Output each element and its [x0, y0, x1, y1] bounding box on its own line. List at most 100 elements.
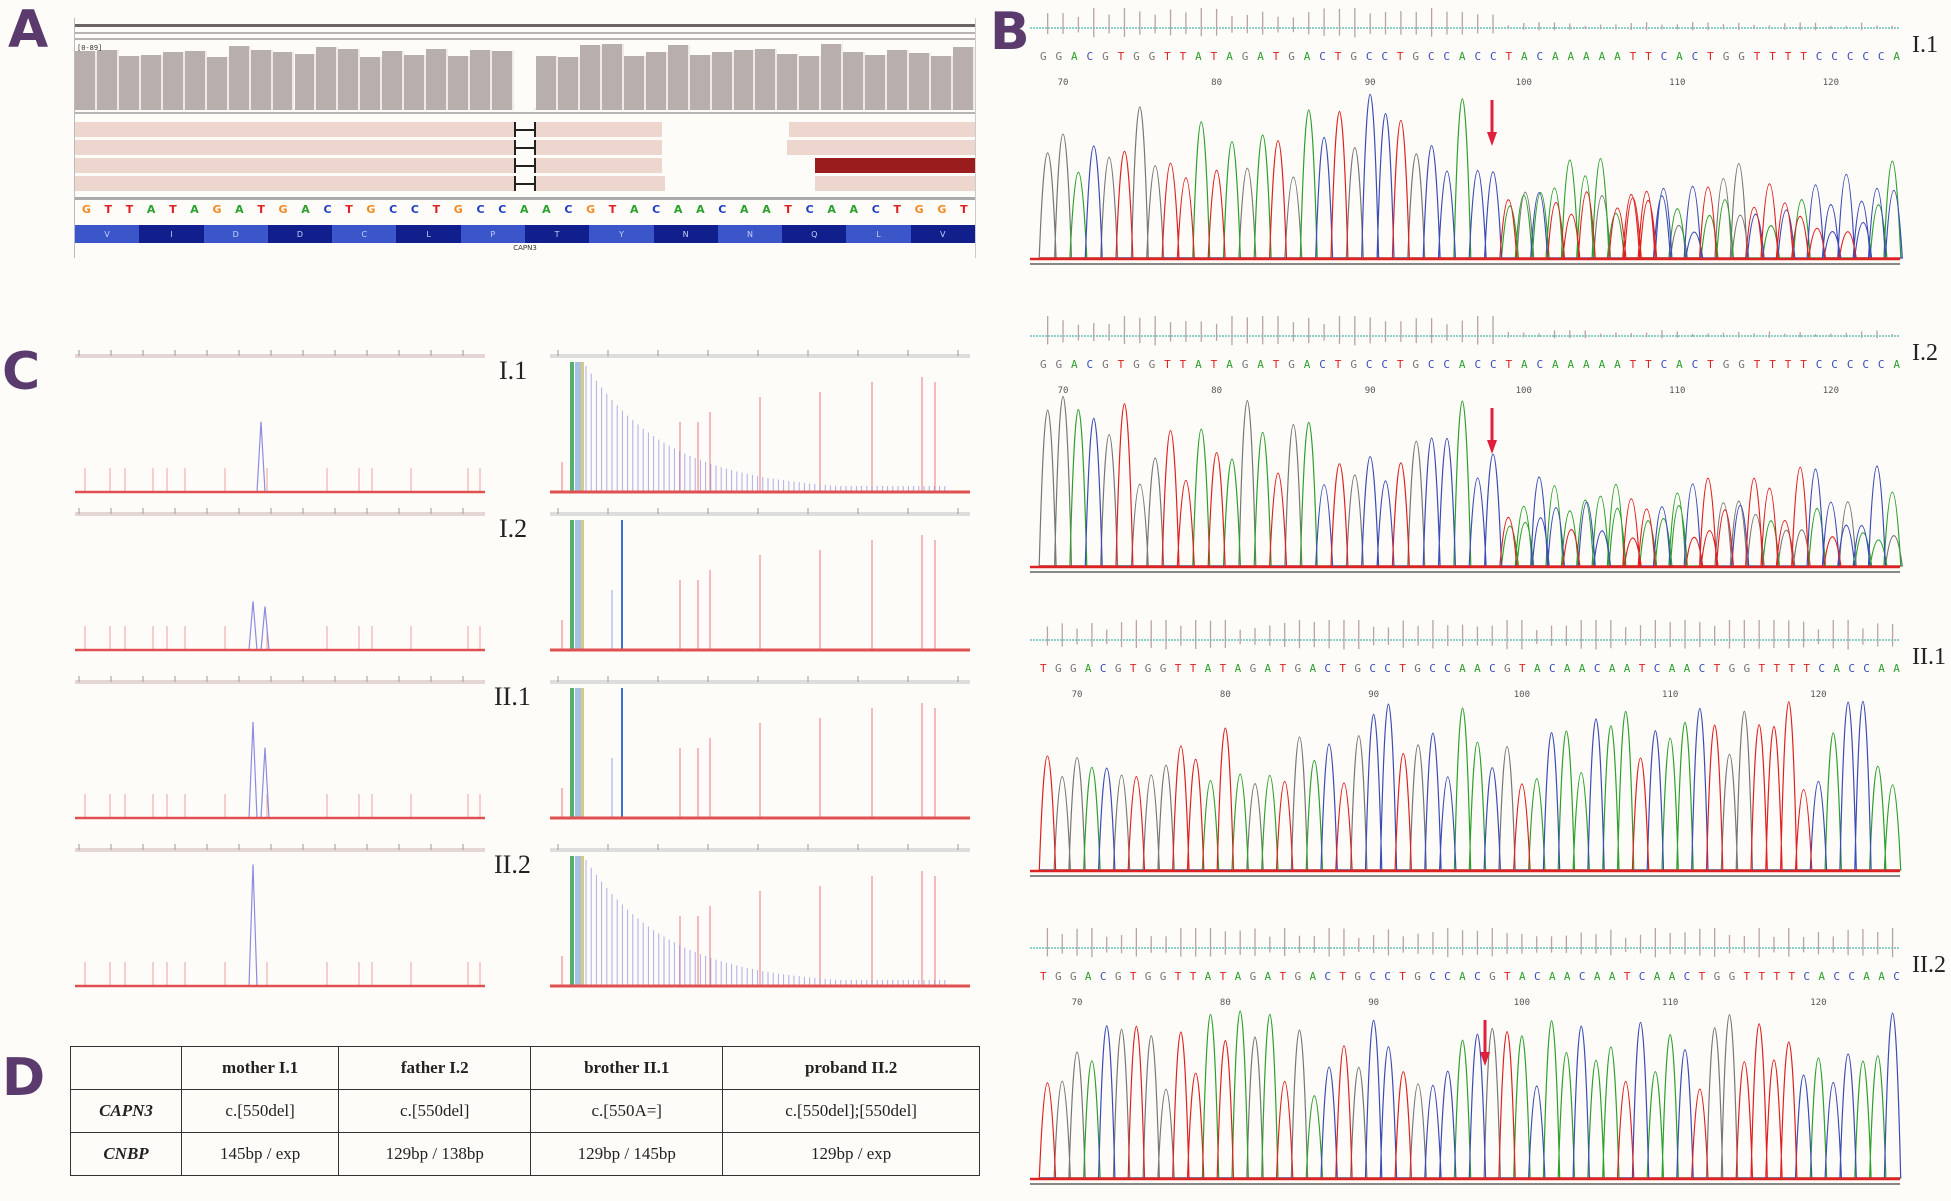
base-call: G [1412, 358, 1419, 371]
deletion-marker-edge [533, 158, 536, 173]
base-call: A [1084, 970, 1092, 983]
individual-label: II.2 [1912, 952, 1946, 978]
position-tick-label: 100 [1515, 78, 1532, 88]
base-call: A [1548, 970, 1556, 983]
base-call: C [1086, 358, 1094, 371]
base-call: T [1129, 970, 1137, 983]
position-tick-label: 80 [1211, 386, 1223, 396]
reference-base: G [81, 203, 91, 216]
base-call: G [1713, 970, 1721, 983]
ruler-subline [75, 32, 975, 34]
base-call: A [1520, 358, 1528, 371]
base-call: T [1339, 970, 1346, 983]
base-call: A [1458, 50, 1466, 63]
base-call: A [1614, 50, 1621, 63]
reference-base: C [652, 203, 661, 216]
base-call: A [1234, 970, 1242, 983]
base-call: C [1474, 50, 1482, 63]
base-call: C [1803, 970, 1811, 983]
base-call: G [1055, 358, 1063, 371]
primer-peak [581, 362, 584, 492]
position-ruler: 70 80 90 100 110 120 [1040, 386, 1900, 400]
allele-peak [260, 606, 270, 651]
coverage-bar [96, 50, 119, 110]
coverage-bar [667, 45, 690, 110]
base-call: T [1645, 358, 1652, 371]
base-call: A [1583, 50, 1590, 63]
trace-channel-A [1040, 400, 1902, 567]
base-call: G [1114, 970, 1122, 983]
coverage-bar [118, 56, 141, 110]
primer-peak [575, 688, 581, 818]
base-call: A [1195, 50, 1202, 63]
base-call: T [1399, 970, 1406, 983]
table-row-gene: CNBP [70, 1132, 182, 1176]
base-call: C [1427, 50, 1435, 63]
base-call: C [1578, 970, 1586, 983]
base-call: C [1365, 358, 1373, 371]
amino-acid: N [717, 225, 783, 243]
base-call: A [1893, 358, 1900, 371]
coverage-bar [228, 46, 251, 110]
base-call: C [1384, 970, 1391, 983]
position-tick-label: 70 [1057, 78, 1069, 88]
chromatogram-plot [1030, 316, 1903, 573]
coverage-bar [733, 50, 756, 110]
base-call: T [1164, 50, 1171, 63]
base-call: T [1117, 358, 1125, 371]
reference-base: T [893, 203, 901, 216]
base-call: A [1195, 358, 1202, 371]
reference-base: T [104, 203, 113, 216]
base-call: C [1381, 358, 1388, 371]
coverage-bar [294, 54, 317, 110]
base-call: T [1769, 358, 1776, 371]
base-call: A [1084, 662, 1092, 675]
base-call: C [1848, 970, 1855, 983]
position-tick-label: 70 [1071, 690, 1083, 700]
base-call: T [1396, 50, 1404, 63]
primer-peak [581, 520, 584, 650]
reference-base: T [608, 203, 617, 216]
position-tick-label: 90 [1364, 78, 1376, 88]
base-call: C [1660, 50, 1668, 63]
base-call: G [1159, 970, 1167, 983]
primer-peak [570, 688, 574, 818]
coverage-bar [360, 57, 383, 110]
position-tick-label: 80 [1219, 690, 1231, 700]
deletion-marker [514, 147, 536, 149]
base-call: T [1707, 358, 1714, 371]
base-call: A [1309, 662, 1317, 675]
trace-channel-C [1040, 700, 1900, 871]
individual-label: I.1 [499, 356, 528, 385]
position-tick-label: 100 [1515, 386, 1532, 396]
base-call: G [1722, 358, 1730, 371]
reference-base: A [301, 203, 310, 216]
deletion-marker-edge [514, 122, 517, 137]
base-call: A [1552, 50, 1559, 63]
reference-base: A [762, 203, 771, 216]
base-call: G [1040, 358, 1047, 371]
base-call: T [1505, 358, 1513, 371]
base-call: T [1769, 50, 1776, 63]
amino-acid: V [75, 225, 140, 243]
individual-label: I.2 [1912, 340, 1938, 366]
base-call: C [1683, 970, 1691, 983]
base-call: C [1381, 50, 1388, 63]
base-call: C [1848, 662, 1855, 675]
reference-base: T [257, 203, 265, 216]
reference-base: A [629, 203, 639, 216]
base-call: A [1608, 970, 1616, 983]
base-call: A [1593, 970, 1601, 983]
trace-channel-T [1038, 701, 1900, 871]
coverage-bar [514, 108, 536, 110]
reference-base: G [453, 203, 463, 216]
base-call: A [1459, 970, 1466, 983]
base-call: G [1722, 50, 1730, 63]
base-call: A [1563, 662, 1571, 675]
fragment-trace-left [75, 668, 485, 826]
base-call: G [1414, 662, 1421, 675]
table-cell: 129bp / 138bp [338, 1132, 532, 1176]
base-call: T [1788, 662, 1796, 675]
aligned-read [75, 122, 662, 137]
